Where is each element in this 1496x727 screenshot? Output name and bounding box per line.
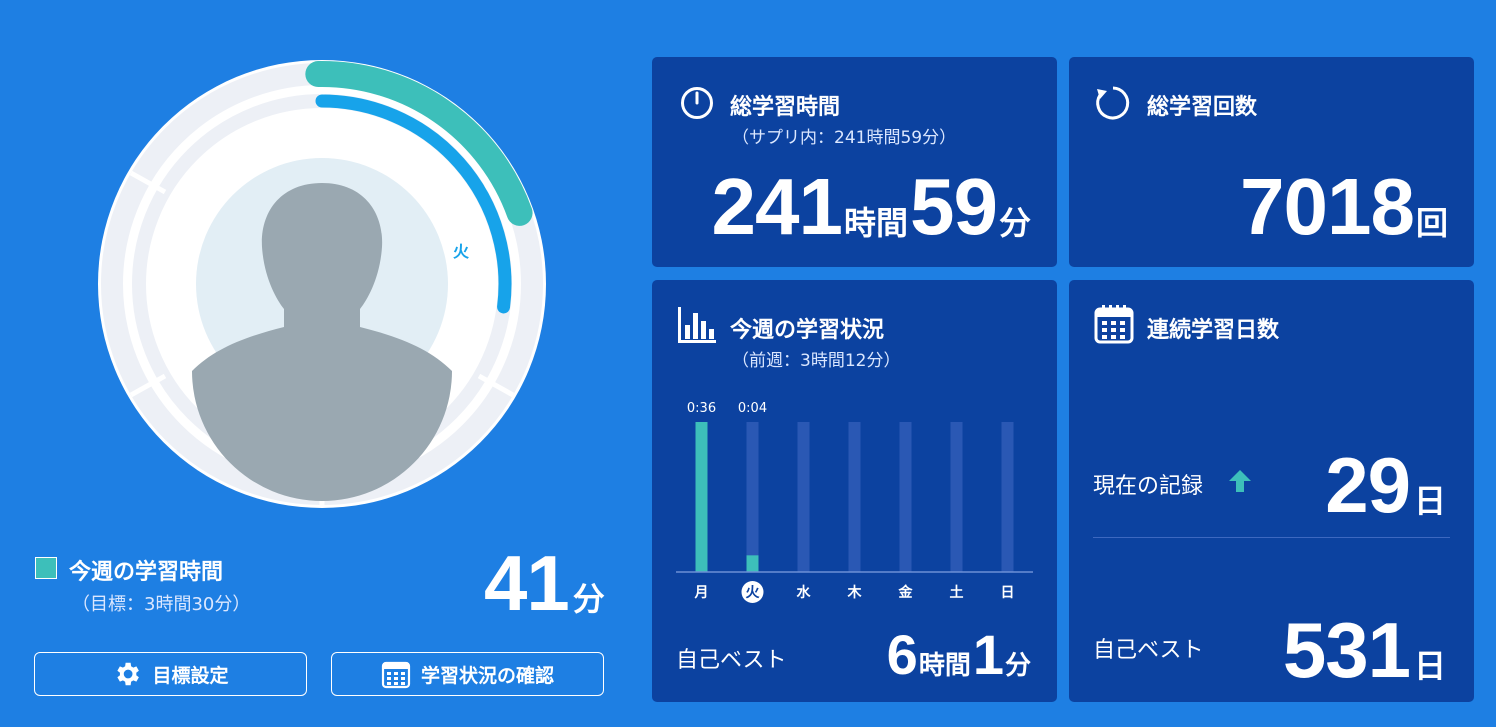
- stopwatch-icon: [681, 87, 713, 119]
- day-label-1: 火: [746, 585, 761, 601]
- bar-1: [746, 555, 759, 572]
- bar-track-3: [848, 422, 861, 572]
- day-highlight-1: [741, 581, 764, 603]
- bar-value-label-0: 0:36: [687, 401, 716, 416]
- streak-best-unit: 日: [1413, 647, 1446, 685]
- total-time-value: 241時間59分: [712, 161, 1032, 253]
- week-bar-chart: 0:36 月 0:04 火 水 木 金 土 日: [676, 401, 1033, 603]
- bar-track-2: [797, 422, 810, 572]
- ring-svg: 火: [98, 60, 546, 508]
- week-best-hours-unit: 時間: [918, 651, 971, 681]
- streak-divider: [1093, 537, 1450, 538]
- week-status-sub: （前週：3時間12分）: [732, 351, 901, 371]
- avatar: [192, 183, 452, 501]
- week-status-title: 今週の学習状況: [730, 318, 885, 343]
- arrow-up-icon: [1229, 470, 1251, 492]
- goal-setting-label: 目標設定: [152, 664, 229, 687]
- total-count-panel: 総学習回数 7018回: [1069, 57, 1474, 267]
- refresh-icon: [1096, 86, 1130, 120]
- bar-chart-icon: [678, 307, 716, 343]
- streak-best-number: 531: [1282, 606, 1411, 694]
- total-count-unit: 回: [1415, 204, 1448, 242]
- ring-outer-progress: [305, 61, 533, 226]
- total-time-title: 総学習時間: [730, 95, 841, 120]
- total-time-minutes: 59: [910, 162, 998, 251]
- ring-inner-progress: [315, 94, 512, 314]
- total-count-value: 7018回: [1240, 161, 1448, 253]
- streak-best-value: 531 日: [1283, 605, 1446, 696]
- weekly-title: 今週の学習時間: [69, 560, 224, 585]
- goal-setting-button[interactable]: 目標設定: [34, 652, 307, 696]
- week-best-value: 6時間1分: [887, 622, 1031, 687]
- week-best-hours: 6: [886, 623, 918, 686]
- streak-current-label: 現在の記録: [1093, 474, 1204, 499]
- streak-current-number: 29: [1325, 441, 1411, 529]
- weekly-legend-swatch: [35, 557, 57, 579]
- calendar-icon: [1094, 305, 1134, 344]
- day-label-0: 月: [694, 585, 709, 601]
- streak-panel: 連続学習日数 現在の記録 29 日 自己ベスト 531 日: [1069, 280, 1474, 702]
- week-best-minutes: 1: [972, 623, 1004, 686]
- weekly-value-number: 41: [484, 539, 570, 627]
- total-time-hours: 241: [711, 162, 843, 251]
- day-label-2: 水: [797, 584, 812, 601]
- total-time-hours-unit: 時間: [843, 204, 908, 242]
- week-best-minutes-unit: 分: [1004, 651, 1031, 681]
- day-label-5: 土: [950, 584, 964, 601]
- weekly-progress-ring: 火: [96, 54, 548, 514]
- streak-title: 連続学習日数: [1147, 318, 1280, 343]
- week-status-panel: 今週の学習状況 （前週：3時間12分） 0:36 月 0:04 火 水 木 金 土 日 自己ベス…: [652, 280, 1057, 702]
- total-time-panel: 総学習時間 （サプリ内：241時間59分） 241時間59分: [652, 57, 1057, 267]
- weekly-value-unit: 分: [572, 580, 605, 618]
- total-count-title: 総学習回数: [1147, 95, 1258, 120]
- streak-best-label: 自己ベスト: [1093, 638, 1204, 663]
- day-label-6: 日: [1001, 585, 1015, 601]
- total-time-sub: （サプリ内：241時間59分）: [732, 128, 957, 148]
- day-label-3: 木: [847, 584, 863, 601]
- bar-track-5: [950, 422, 963, 572]
- bar-value-label-1: 0:04: [738, 401, 767, 416]
- gear-icon: [117, 662, 140, 686]
- total-count-number: 7018: [1240, 162, 1415, 251]
- bar-track-4: [899, 422, 912, 572]
- week-best-label: 自己ベスト: [676, 648, 787, 673]
- study-status-button[interactable]: 学習状況の確認: [331, 652, 604, 696]
- streak-current-unit: 日: [1413, 482, 1446, 520]
- streak-current-value: 29 日: [1325, 440, 1446, 531]
- bar-0: [695, 422, 708, 572]
- total-time-minutes-unit: 分: [998, 204, 1031, 242]
- weekly-goal: （目標：3時間30分）: [72, 594, 251, 615]
- bar-track-6: [1001, 422, 1014, 572]
- weekly-value: 41 分: [484, 538, 605, 629]
- ring-day-label: 火: [453, 242, 470, 261]
- calendar-icon: [381, 661, 411, 689]
- day-label-4: 金: [898, 584, 914, 601]
- bar-track-1: [746, 422, 759, 572]
- study-status-label: 学習状況の確認: [420, 664, 554, 687]
